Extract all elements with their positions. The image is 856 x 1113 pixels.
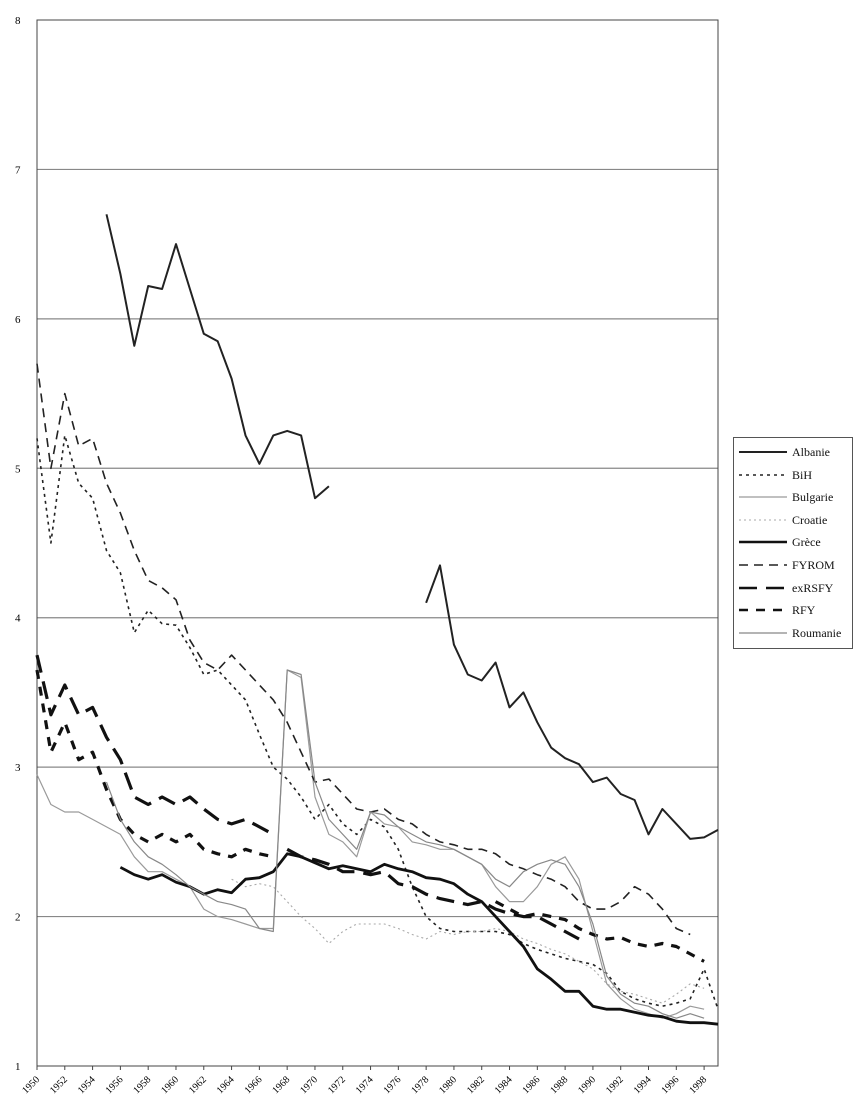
legend-swatch — [739, 632, 787, 634]
series-rfy — [35, 669, 705, 963]
series-line-croatie — [231, 878, 705, 1004]
x-tick-label: 1968 — [270, 1074, 292, 1096]
legend-item-croatie: Croatie — [734, 510, 854, 530]
legend-swatch — [739, 564, 787, 566]
y-tick-label: 1 — [15, 1061, 21, 1073]
x-tick-label: 1988 — [548, 1074, 570, 1096]
legend-swatch — [739, 608, 787, 612]
x-tick-label: 1962 — [187, 1074, 209, 1096]
legend-item-roumanie: Roumanie — [734, 623, 854, 643]
y-tick-label: 4 — [15, 613, 21, 625]
x-tick-label: 1984 — [493, 1074, 515, 1096]
y-tick-label: 3 — [15, 762, 21, 774]
legend-label: BiH — [792, 467, 813, 482]
legend-swatch — [739, 541, 787, 544]
x-tick-label: 1998 — [687, 1074, 709, 1096]
series-line-exrsfy — [35, 654, 580, 941]
legend-item-bulgarie: Bulgarie — [734, 487, 854, 507]
series-exrsfy — [35, 654, 580, 941]
y-axis-ticks: 1 2 3 4 5 6 7 8 — [15, 15, 21, 1073]
x-tick-label: 1954 — [76, 1074, 98, 1096]
x-tick-label: 1974 — [354, 1074, 376, 1096]
series-line-rfy — [35, 669, 705, 963]
series-line-bih — [36, 434, 719, 1010]
x-tick-label: 1972 — [326, 1074, 348, 1096]
x-tick-label: 1966 — [243, 1074, 265, 1096]
legend-item-albanie: Albanie — [734, 442, 854, 462]
legend-swatch — [739, 496, 787, 498]
legend-label: RFY — [792, 603, 816, 618]
legend-item-exrsfy: exRSFY — [734, 578, 854, 598]
legend-item-gr-ce: Grèce — [734, 532, 854, 552]
series-albanie — [105, 214, 719, 840]
x-tick-label: 1960 — [159, 1074, 181, 1096]
series-fyrom — [36, 363, 691, 936]
legend-label: Grèce — [792, 535, 821, 550]
series-bih — [36, 434, 719, 1010]
x-tick-label: 1986 — [521, 1074, 543, 1096]
series-line-roumanie — [105, 669, 705, 1019]
legend-label: FYROM — [792, 558, 835, 572]
legend-item-rfy: RFY — [734, 600, 854, 620]
legend-label: Croatie — [792, 512, 828, 527]
x-tick-label: 1976 — [382, 1074, 404, 1096]
x-tick-label: 1958 — [131, 1074, 153, 1096]
series-lines — [35, 214, 719, 1026]
x-tick-label: 1952 — [48, 1074, 70, 1096]
x-tick-label: 1964 — [215, 1074, 237, 1096]
x-tick-label: 1980 — [437, 1074, 459, 1096]
y-tick-label: 6 — [15, 314, 21, 326]
x-tick-label: 1996 — [660, 1074, 682, 1096]
series-line-gr-ce — [119, 852, 719, 1026]
y-tick-label: 7 — [15, 164, 21, 176]
x-tick-label: 1994 — [632, 1074, 654, 1096]
x-tick-label: 1982 — [465, 1074, 487, 1096]
legend-swatch — [739, 586, 787, 589]
x-tick-label: 1990 — [576, 1074, 598, 1096]
y-tick-label: 8 — [15, 15, 21, 27]
x-tick-label: 1956 — [104, 1074, 126, 1096]
x-tick-label: 1978 — [409, 1074, 431, 1096]
legend-label: Bulgarie — [792, 490, 834, 505]
legend-label: exRSFY — [792, 580, 834, 595]
legend-item-fyrom: FYROM — [734, 555, 854, 575]
x-tick-label: 1970 — [298, 1074, 320, 1096]
x-tick-label: 1950 — [20, 1074, 42, 1096]
legend-label: Roumanie — [792, 625, 842, 640]
series-line-fyrom — [36, 363, 691, 936]
legend-item-bih: BiH — [734, 465, 854, 485]
legend-label: Albanie — [792, 445, 830, 459]
gridlines — [37, 168, 718, 918]
x-axis-ticks: 1950 1952 1954 1956 1958 1960 1962 1964 1966 1968… — [20, 1066, 709, 1096]
series-roumanie — [105, 669, 705, 1019]
y-tick-label: 2 — [15, 912, 21, 924]
legend-swatch — [739, 473, 787, 476]
plot-area-frame — [36, 19, 719, 1067]
legend-swatch — [739, 519, 787, 521]
legend-swatch — [739, 451, 787, 453]
y-tick-label: 5 — [15, 463, 21, 475]
x-tick-label: 1992 — [604, 1074, 626, 1096]
series-line-albanie — [105, 214, 719, 840]
series-croatie — [231, 878, 705, 1004]
legend: Albanie BiH Bulgarie Croatie Grèce FYROM exRSF… — [733, 437, 853, 649]
